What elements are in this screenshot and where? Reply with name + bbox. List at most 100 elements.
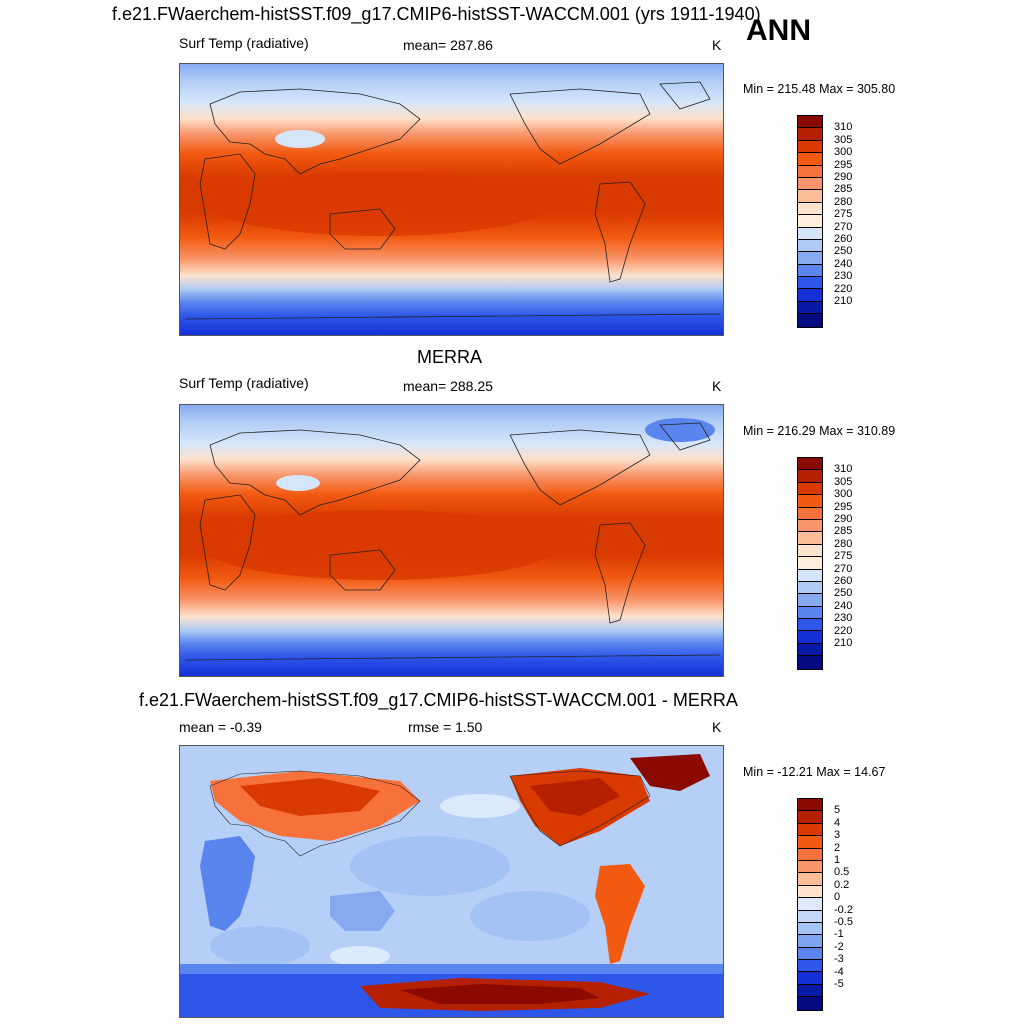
colorbar-tick-label: -4	[834, 965, 844, 978]
panel2-units: K	[712, 378, 722, 394]
colorbar-tick-label: 305	[834, 133, 853, 146]
panel3-rmse: rmse = 1.50	[408, 719, 483, 735]
colorbar-tick-label: 210	[834, 295, 853, 307]
colorbar-tick-label: 275	[834, 208, 853, 221]
panel2-variable: Surf Temp (radiative)	[179, 375, 309, 391]
colorbar-tick-label: -0.2	[834, 903, 853, 916]
colorbar-tick-label: 260	[834, 233, 853, 245]
panel3-mean: mean = -0.39	[179, 719, 262, 735]
colorbar-tick-label: 0	[834, 891, 841, 904]
colorbar-swatch	[798, 569, 822, 582]
colorbar-tick-label: 290	[834, 171, 853, 183]
colorbar-tick-label: 250	[834, 587, 853, 600]
colorbar-swatch	[798, 227, 822, 240]
colorbar-swatch	[798, 239, 822, 253]
colorbar-tick-label: 280	[834, 195, 853, 208]
colorbar-swatch	[798, 873, 822, 886]
colorbar-tick-label: 240	[834, 599, 853, 612]
colorbar-swatch	[798, 301, 822, 315]
colorbar-tick-label: 285	[834, 183, 853, 196]
colorbar-tick-label: 280	[834, 537, 853, 550]
colorbar-swatch	[798, 935, 822, 948]
colorbar-tick-label: 2	[834, 841, 841, 854]
panel3-title: f.e21.FWaerchem-histSST.f09_g17.CMIP6-hi…	[139, 690, 738, 710]
colorbar-tick-label: 220	[834, 282, 853, 295]
colorbar-tick-label: 4	[834, 816, 841, 829]
panel1-units: K	[712, 37, 722, 53]
colorbar-swatch	[798, 264, 822, 278]
colorbar-tick-label: 220	[834, 624, 853, 637]
colorbar-tick-label: 295	[834, 500, 853, 513]
colorbar-swatch	[798, 656, 822, 669]
colorbar-tick-label: 260	[834, 575, 853, 587]
colorbar-swatch	[798, 495, 822, 508]
panel2-title: MERRA	[417, 347, 483, 367]
colorbar-swatch	[798, 960, 822, 973]
colorbar-swatch	[798, 140, 822, 154]
colorbar-tick-label: 300	[834, 146, 853, 159]
colorbar-swatch	[798, 922, 822, 936]
colorbar-swatch	[798, 799, 822, 812]
panel1-colorbar	[797, 115, 823, 328]
colorbar-swatch	[798, 128, 822, 141]
colorbar-tick-label: 310	[834, 121, 853, 134]
panel3-minmax: Min = -12.21 Max = 14.67	[743, 765, 886, 779]
colorbar-tick-label: 295	[834, 158, 853, 171]
colorbar-tick-label: -3	[834, 953, 844, 966]
colorbar-swatch	[798, 581, 822, 595]
colorbar-tick-label: 0.2	[834, 878, 850, 891]
colorbar-tick-label: 230	[834, 612, 853, 625]
colorbar-tick-label: 305	[834, 475, 853, 488]
colorbar-swatch	[798, 190, 822, 203]
colorbar-swatch	[798, 898, 822, 911]
colorbar-tick-label: 240	[834, 257, 853, 270]
panel1-variable: Surf Temp (radiative)	[179, 35, 309, 51]
main-title: f.e21.FWaerchem-histSST.f09_g17.CMIP6-hi…	[112, 4, 761, 24]
colorbar-swatch	[798, 594, 822, 607]
colorbar-swatch	[798, 631, 822, 644]
colorbar-swatch	[798, 519, 822, 533]
colorbar-swatch	[798, 116, 822, 129]
colorbar-swatch	[798, 836, 822, 849]
colorbar-swatch	[798, 823, 822, 837]
colorbar-swatch	[798, 860, 822, 874]
colorbar-tick-label: -1	[834, 928, 844, 941]
colorbar-swatch	[798, 202, 822, 216]
panel2-minmax: Min = 216.29 Max = 310.89	[743, 424, 896, 438]
colorbar-swatch	[798, 507, 822, 520]
colorbar-tick-label: 230	[834, 270, 853, 283]
panel1-mean: mean= 287.86	[403, 37, 493, 53]
season-label: ANN	[746, 14, 811, 47]
colorbar-tick-label: 270	[834, 220, 853, 233]
colorbar-tick-label: -5	[834, 978, 844, 990]
colorbar-swatch	[798, 947, 822, 961]
colorbar-tick-label: -0.5	[834, 916, 853, 928]
colorbar-swatch	[798, 997, 822, 1010]
colorbar-tick-label: 285	[834, 525, 853, 538]
colorbar-swatch	[798, 532, 822, 545]
colorbar-swatch	[798, 215, 822, 228]
colorbar-tick-label: 290	[834, 513, 853, 525]
colorbar-swatch	[798, 289, 822, 302]
colorbar-swatch	[798, 277, 822, 290]
colorbar-tick-label: 210	[834, 637, 853, 649]
colorbar-tick-label: -2	[834, 940, 844, 953]
colorbar-swatch	[798, 252, 822, 265]
colorbar-swatch	[798, 557, 822, 570]
colorbar-swatch	[798, 848, 822, 861]
colorbar-swatch	[798, 153, 822, 166]
colorbar-tick-label: 3	[834, 829, 841, 842]
panel2-colorbar	[797, 457, 823, 670]
colorbar-swatch	[798, 165, 822, 178]
colorbar-tick-label: 5	[834, 804, 841, 817]
panel2-mean: mean= 288.25	[403, 378, 493, 394]
colorbar-tick-label: 300	[834, 488, 853, 501]
panel1-minmax: Min = 215.48 Max = 305.80	[743, 82, 896, 96]
colorbar-swatch	[798, 544, 822, 558]
colorbar-swatch	[798, 619, 822, 632]
colorbar-swatch	[798, 910, 822, 923]
colorbar-swatch	[798, 606, 822, 620]
panel3-units: K	[712, 719, 722, 735]
panel1-map	[179, 63, 724, 336]
colorbar-tick-label: 275	[834, 550, 853, 563]
